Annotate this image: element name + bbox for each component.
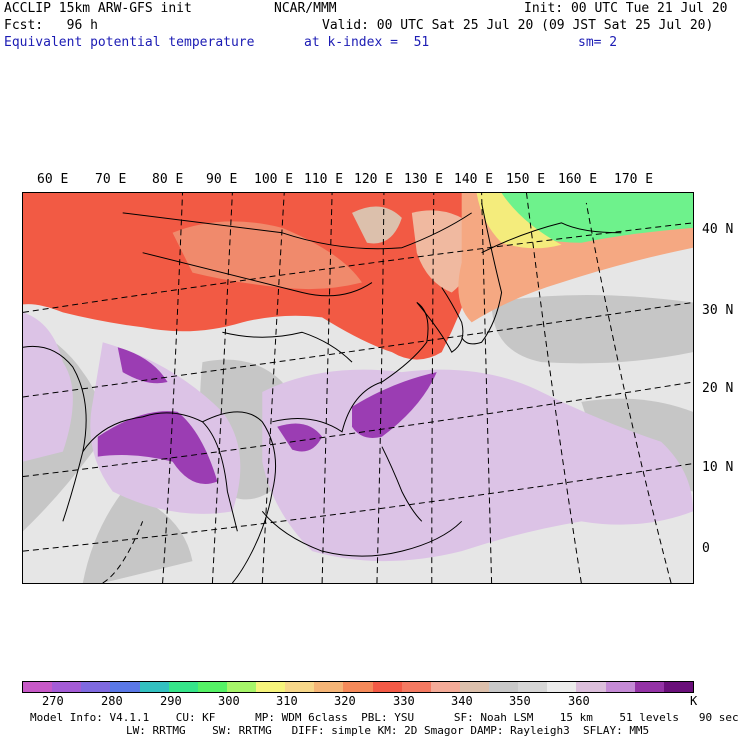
level-label: at k-index = 51 [304,35,430,50]
institution-label: NCAR/MMM [274,1,337,16]
lon-label: 110 E [304,172,344,187]
colorbar-tick-label: 360 [568,694,590,708]
colorbar-swatch [314,682,344,692]
colorbar-swatch [139,682,169,692]
colorbar-swatch [605,682,635,692]
colorbar-swatch [489,682,519,692]
coastlines [23,202,622,583]
valid-time: Valid: 00 UTC Sat 25 Jul 20 (09 JST Sat … [322,18,714,33]
field-purple [97,347,437,485]
colorbar-swatch [401,682,431,692]
lon-label: 130 E [404,172,444,187]
lat-label: 0 [702,541,710,556]
field-green [491,193,693,243]
colorbar-tick-label: 350 [509,694,531,708]
colorbar-swatch [168,682,198,692]
lon-label: 120 E [354,172,394,187]
colorbar-swatch [52,682,82,692]
colorbar [22,681,694,693]
field-yellow [476,193,562,249]
lon-label: 60 E [37,172,69,187]
graticule [23,193,693,583]
colorbar-tick-label: 290 [160,694,182,708]
colorbar-tick-label: 270 [42,694,64,708]
lat-label: 10 N [702,460,734,475]
colorbar-swatch [518,682,548,692]
init-time: Init: 00 UTC Tue 21 Jul 20 [524,1,728,16]
lon-label: 160 E [558,172,598,187]
colorbar-swatch [226,682,256,692]
smoothing-label: sm= 2 [578,35,618,50]
colorbar-swatch [81,682,111,692]
colorbar-swatch [285,682,315,692]
colorbar-swatch [110,682,140,692]
colorbar-tick-label: 340 [451,694,473,708]
field-name: Equivalent potential temperature [4,35,255,50]
colorbar-tick-label: 330 [393,694,415,708]
colorbar-tick-label: 280 [101,694,123,708]
colorbar-unit: K [690,694,698,708]
forecast-hour: Fcst: 96 h [4,18,98,33]
lon-label: 100 E [254,172,294,187]
colorbar-swatch [430,682,460,692]
colorbar-swatch [343,682,373,692]
colorbar-swatch [197,682,227,692]
lon-label: 140 E [454,172,494,187]
lat-label: 30 N [702,303,734,318]
lon-label: 70 E [95,172,127,187]
lat-label: 20 N [702,381,734,396]
lon-label: 170 E [614,172,654,187]
colorbar-swatch [634,682,664,692]
colorbar-tick-label: 300 [218,694,240,708]
lat-label: 40 N [702,222,734,237]
map-panel [22,192,694,584]
lon-label: 90 E [206,172,238,187]
colorbar-swatch [372,682,402,692]
lon-label: 80 E [152,172,184,187]
colorbar-swatch [23,682,53,692]
colorbar-swatch [663,682,693,692]
colorbar-swatch [459,682,489,692]
model-info-line2: LW: RRTMG SW: RRTMG DIFF: simple KM: 2D … [126,724,650,737]
colorbar-swatch [547,682,577,692]
model-info-line1: Model Info: V4.1.1 CU: KF MP: WDM 6class… [30,711,739,724]
lon-label: 150 E [506,172,546,187]
colorbar-swatch [256,682,286,692]
model-title: ACCLIP 15km ARW-GFS init [4,1,192,16]
colorbar-swatch [576,682,606,692]
colorbar-tick-label: 320 [334,694,356,708]
colorbar-tick-label: 310 [276,694,298,708]
field-tan-north [352,206,402,244]
